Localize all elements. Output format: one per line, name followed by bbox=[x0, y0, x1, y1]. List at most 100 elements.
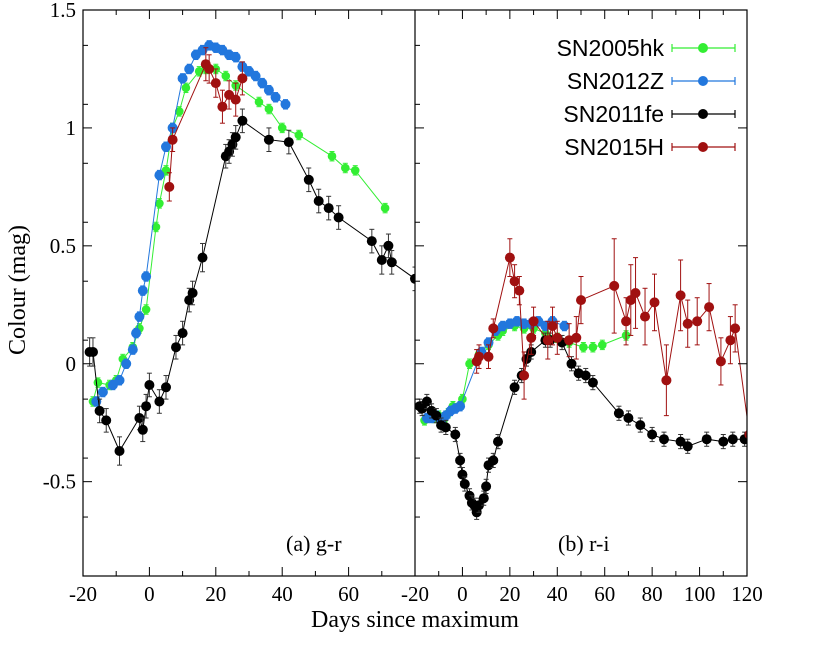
data-point-b-sn2011fe bbox=[701, 434, 712, 445]
data-point-a-sn2011fe bbox=[154, 396, 165, 407]
data-point-a-sn2015h bbox=[210, 78, 221, 89]
data-point-a-sn2012z bbox=[127, 344, 138, 355]
data-point-a-sn2012z bbox=[263, 85, 274, 96]
data-point-a-sn2005hk bbox=[350, 166, 360, 175]
data-point-a-sn2012z bbox=[131, 328, 142, 339]
y-tick-label: -0.5 bbox=[43, 470, 76, 494]
data-point-a-sn2012z bbox=[141, 271, 152, 282]
y-tick-label: 1.5 bbox=[50, 0, 76, 22]
data-point-b-sn2015h bbox=[682, 318, 693, 329]
data-point-b-sn2011fe bbox=[474, 500, 484, 511]
data-point-a-sn2012z bbox=[230, 52, 241, 63]
y-tick-label: 0 bbox=[66, 352, 77, 376]
data-point-a-sn2005hk bbox=[175, 107, 184, 116]
data-point-b-sn2015h bbox=[514, 285, 525, 296]
data-point-b-sn2005hk bbox=[579, 342, 588, 352]
data-point-a-sn2012z bbox=[114, 375, 125, 386]
data-point-b-sn2015h bbox=[483, 351, 494, 362]
panel-b-label: (b) r-i bbox=[558, 531, 609, 556]
data-point-b-sn2015h bbox=[630, 288, 641, 298]
data-point-a-sn2015h bbox=[164, 181, 175, 192]
data-point-a-sn2011fe bbox=[263, 134, 274, 145]
data-point-a-sn2011fe bbox=[187, 288, 198, 298]
x-axis-title: Days since maximum bbox=[311, 607, 519, 633]
legend-marker bbox=[698, 76, 708, 86]
data-point-b-sn2011fe bbox=[635, 420, 646, 431]
x-tick-label: 100 bbox=[684, 582, 716, 606]
data-point-b-sn2015h bbox=[640, 311, 650, 322]
legend-label: SN2012Z bbox=[567, 68, 664, 94]
data-point-b-sn2015h bbox=[609, 280, 620, 291]
x-tick-label: 120 bbox=[731, 582, 763, 606]
data-point-b-sn2011fe bbox=[493, 436, 503, 447]
data-point-a-sn2005hk bbox=[155, 199, 164, 208]
data-point-b-sn2011fe bbox=[457, 469, 468, 480]
data-point-b-sn2011fe bbox=[459, 479, 470, 489]
legend-marker bbox=[698, 43, 708, 53]
x-tick-label: -20 bbox=[401, 582, 429, 606]
data-point-b-sn2015h bbox=[704, 302, 715, 313]
data-point-b-sn2011fe bbox=[587, 377, 598, 388]
x-tick-label: 80 bbox=[642, 582, 663, 606]
data-point-a-sn2011fe bbox=[333, 212, 344, 223]
legend: SN2005hk SN2012Z SN2011fe SN2015H bbox=[557, 35, 736, 160]
x-tick-label: 20 bbox=[499, 582, 520, 606]
y-axis-title: Colour (mag) bbox=[5, 225, 31, 355]
data-point-b-sn2015h bbox=[725, 335, 736, 346]
legend-marker bbox=[698, 109, 708, 119]
data-point-b-sn2015h bbox=[528, 316, 539, 327]
data-point-a-sn2011fe bbox=[171, 342, 181, 353]
data-point-b-sn2005hk bbox=[465, 359, 474, 369]
data-point-a-sn2011fe bbox=[313, 196, 324, 206]
data-point-b-sn2015h bbox=[661, 375, 672, 386]
data-point-a-sn2012z bbox=[280, 99, 291, 110]
data-point-b-sn2015h bbox=[576, 295, 586, 306]
data-point-b-sn2015h bbox=[519, 370, 530, 381]
data-point-b-sn2015h bbox=[552, 332, 563, 343]
data-point-b-sn2011fe bbox=[682, 441, 693, 452]
data-point-b-sn2015h bbox=[621, 316, 632, 327]
data-point-b-sn2005hk bbox=[598, 340, 607, 350]
data-point-b-sn2015h bbox=[649, 297, 660, 308]
data-point-a-sn2012z bbox=[154, 170, 165, 181]
data-point-a-sn2012z bbox=[161, 141, 171, 152]
data-point-b-sn2015h bbox=[474, 351, 484, 362]
data-point-a-sn2005hk bbox=[380, 203, 390, 213]
data-point-b-sn2012z bbox=[455, 401, 466, 412]
data-point-a-sn2012z bbox=[184, 64, 195, 74]
data-point-b-sn2011fe bbox=[718, 436, 729, 447]
data-point-b-sn2011fe bbox=[580, 370, 591, 381]
data-point-b-sn2011fe bbox=[647, 429, 658, 440]
data-point-b-sn2011fe bbox=[509, 382, 520, 393]
data-point-a-sn2011fe bbox=[410, 273, 415, 284]
data-point-a-sn2015h bbox=[204, 64, 215, 74]
x-tick-label: 40 bbox=[272, 582, 293, 606]
data-point-a-sn2011fe bbox=[114, 446, 125, 456]
data-point-a-sn2012z bbox=[134, 311, 145, 322]
data-point-b-sn2015h bbox=[730, 323, 741, 334]
data-point-a-sn2011fe bbox=[177, 328, 188, 339]
data-point-a-sn2005hk bbox=[264, 104, 274, 114]
data-point-a-sn2011fe bbox=[134, 413, 145, 423]
data-point-a-sn2011fe bbox=[144, 380, 155, 390]
data-point-a-sn2012z bbox=[137, 285, 148, 296]
panel-a bbox=[84, 40, 415, 466]
data-point-b-sn2015h bbox=[692, 316, 703, 327]
data-point-a-sn2011fe bbox=[88, 347, 98, 357]
axes: -20 0 20 40 60 -20 0 20 40 60 80 100 120 -0.5 0 0.5 1 1.5 bbox=[43, 0, 763, 606]
data-point-a-sn2005hk bbox=[151, 222, 161, 232]
data-point-a-sn2015h bbox=[237, 73, 248, 84]
x-tick-label: 20 bbox=[205, 582, 226, 606]
data-point-b-sn2012z bbox=[559, 321, 570, 331]
data-point-a-sn2012z bbox=[250, 71, 261, 81]
y-tick-label: 1 bbox=[66, 116, 77, 140]
legend-label: SN2011fe bbox=[563, 101, 664, 127]
data-point-b-sn2015h bbox=[526, 332, 537, 343]
data-point-a-sn2005hk bbox=[294, 130, 304, 140]
data-point-b-sn2011fe bbox=[566, 358, 577, 369]
data-point-b-sn2011fe bbox=[675, 436, 686, 447]
legend-marker bbox=[698, 142, 708, 152]
data-point-a-sn2012z bbox=[177, 73, 188, 84]
data-point-b-sn2011fe bbox=[421, 396, 432, 407]
data-point-b-sn2011fe bbox=[417, 403, 428, 414]
